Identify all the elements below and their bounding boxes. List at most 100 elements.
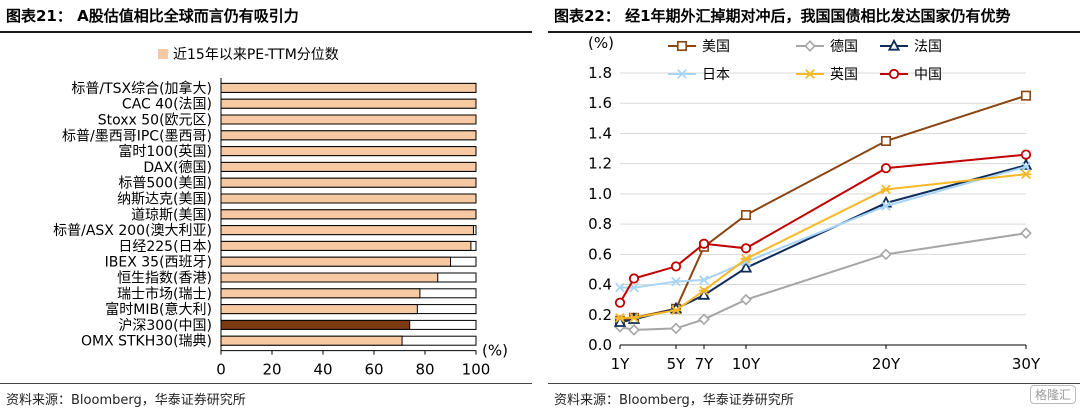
x-tick-label: 7Y: [695, 355, 715, 373]
y-tick-label: 0.2: [588, 306, 612, 324]
data-point: [1020, 227, 1032, 240]
category-label: 标普/墨西哥IPC(墨西哥): [62, 128, 212, 144]
data-point: [670, 261, 682, 272]
data-point: [613, 315, 627, 327]
x-tick-label: 30Y: [1012, 355, 1041, 373]
series-group: [613, 158, 1033, 327]
series-group: [614, 169, 1032, 323]
data-point: [1021, 161, 1031, 172]
data-point: [880, 136, 891, 147]
data-point: [740, 254, 752, 264]
data-point: [880, 184, 892, 195]
legend-label: 日本: [702, 67, 730, 83]
legend-marker: [888, 68, 900, 80]
left-title-rule: [0, 31, 532, 33]
right-title-rule: [548, 31, 1080, 33]
watermark-logo: 格隆汇: [1029, 385, 1076, 404]
bar-highlight: [220, 319, 411, 330]
x-tick-label: 100: [462, 361, 491, 379]
category-label: Stoxx 50(欧元区): [98, 113, 212, 129]
bar: [220, 114, 477, 125]
data-point: [670, 322, 682, 335]
x-tick-label: 40: [313, 361, 332, 379]
legend-label: 法国: [914, 39, 942, 55]
y-tick-label: 1.2: [588, 155, 612, 173]
legend-swatch: [158, 49, 168, 59]
right-chart-title: 图表22： 经1年期外汇掉期对冲后，我国国债相比发达国家仍有优势: [554, 7, 1011, 25]
legend-label: 英国: [830, 66, 858, 83]
bar: [220, 146, 477, 157]
data-point: [740, 293, 752, 306]
right-chart-source: 资料来源：Bloomberg，华泰证券研究所: [554, 393, 794, 408]
category-label: 日经225(日本): [118, 239, 212, 255]
x-tick-label: 60: [364, 361, 383, 379]
bar: [220, 209, 477, 220]
data-point: [697, 288, 711, 300]
bar: [220, 288, 421, 299]
category-label: 标普500(美国): [118, 176, 212, 192]
data-point: [699, 275, 709, 285]
x-tick-label: 0: [216, 361, 226, 379]
left-chart-title: 图表21： A股估值相比全球而言仍有吸引力: [6, 7, 299, 25]
hedged-bond-yield-line-chart: (%) 0.0 0.2 0.4 0.6 0.8 1.0 1.2 1.4 1.6 1.8 1Y 5Y 7Y 1…: [588, 34, 1041, 373]
x-unit-label: (%): [482, 342, 508, 360]
legend-label: 德国: [830, 39, 858, 55]
x-tick-label: 20Y: [872, 355, 901, 373]
series-line: [619, 94, 1027, 322]
series-group: [614, 227, 1032, 336]
category-label: 瑞士市场(瑞士): [117, 285, 212, 302]
legend-marker: [804, 69, 816, 79]
data-point: [740, 243, 752, 254]
data-point: [741, 210, 752, 221]
bar: [220, 177, 477, 188]
legend-marker: [804, 40, 816, 52]
data-point: [614, 312, 626, 323]
x-tick-label: 1Y: [611, 355, 631, 373]
bar: [220, 193, 477, 204]
left-chart-source: 资料来源：Bloomberg，华泰证券研究所: [6, 393, 246, 408]
y-tick-label: 0.0: [588, 336, 612, 354]
legend-marker: [677, 40, 688, 51]
bar: [220, 225, 474, 236]
data-point: [698, 313, 710, 326]
legend-label: 近15年以来PE-TTM分位数: [173, 47, 339, 63]
y-tick-label: 1.6: [588, 94, 612, 112]
series-line: [620, 165, 1027, 289]
bar: [220, 240, 472, 251]
x-tick-label: 20: [262, 361, 281, 379]
data-point: [628, 273, 640, 284]
category-label: 标普/TSX综合(加拿大): [71, 80, 212, 97]
bar: [220, 161, 477, 172]
left-chart-panel: 图表21： A股估值相比全球而言仍有吸引力 近15年以来PE-TTM分位数标普/…: [0, 0, 532, 411]
series-group: [615, 90, 1031, 326]
data-point: [670, 305, 682, 316]
right-chart-panel: 图表22： 经1年期外汇掉期对冲后，我国国债相比发达国家仍有优势 (%) 0.0 0…: [548, 0, 1080, 411]
y-tick-label: 1.0: [588, 185, 612, 203]
legend-label: 中国: [914, 67, 942, 83]
data-point: [1020, 169, 1032, 180]
data-point: [614, 297, 626, 308]
data-point: [880, 163, 892, 174]
bar: [220, 304, 418, 315]
data-point: [1020, 90, 1031, 101]
y-tick-label: 0.4: [588, 276, 612, 294]
y-tick-label: 1.4: [588, 124, 612, 142]
legend-marker: [677, 69, 687, 79]
category-label: 富时MIB(意大利): [105, 301, 212, 318]
bar: [220, 98, 477, 109]
bar: [220, 256, 451, 267]
series-group: [615, 161, 1031, 293]
x-tick-label: 5Y: [667, 355, 687, 373]
category-label: CAC 40(法国): [122, 97, 212, 113]
y-tick-label: 1.8: [588, 64, 612, 82]
bar: [220, 82, 477, 93]
data-point: [739, 260, 753, 273]
x-tick-label: 80: [415, 361, 434, 379]
data-point: [880, 248, 892, 261]
bar: [220, 130, 477, 141]
left-source-rule: [0, 383, 532, 384]
bar: [220, 272, 439, 283]
data-point: [628, 324, 640, 336]
bar: [220, 335, 403, 346]
